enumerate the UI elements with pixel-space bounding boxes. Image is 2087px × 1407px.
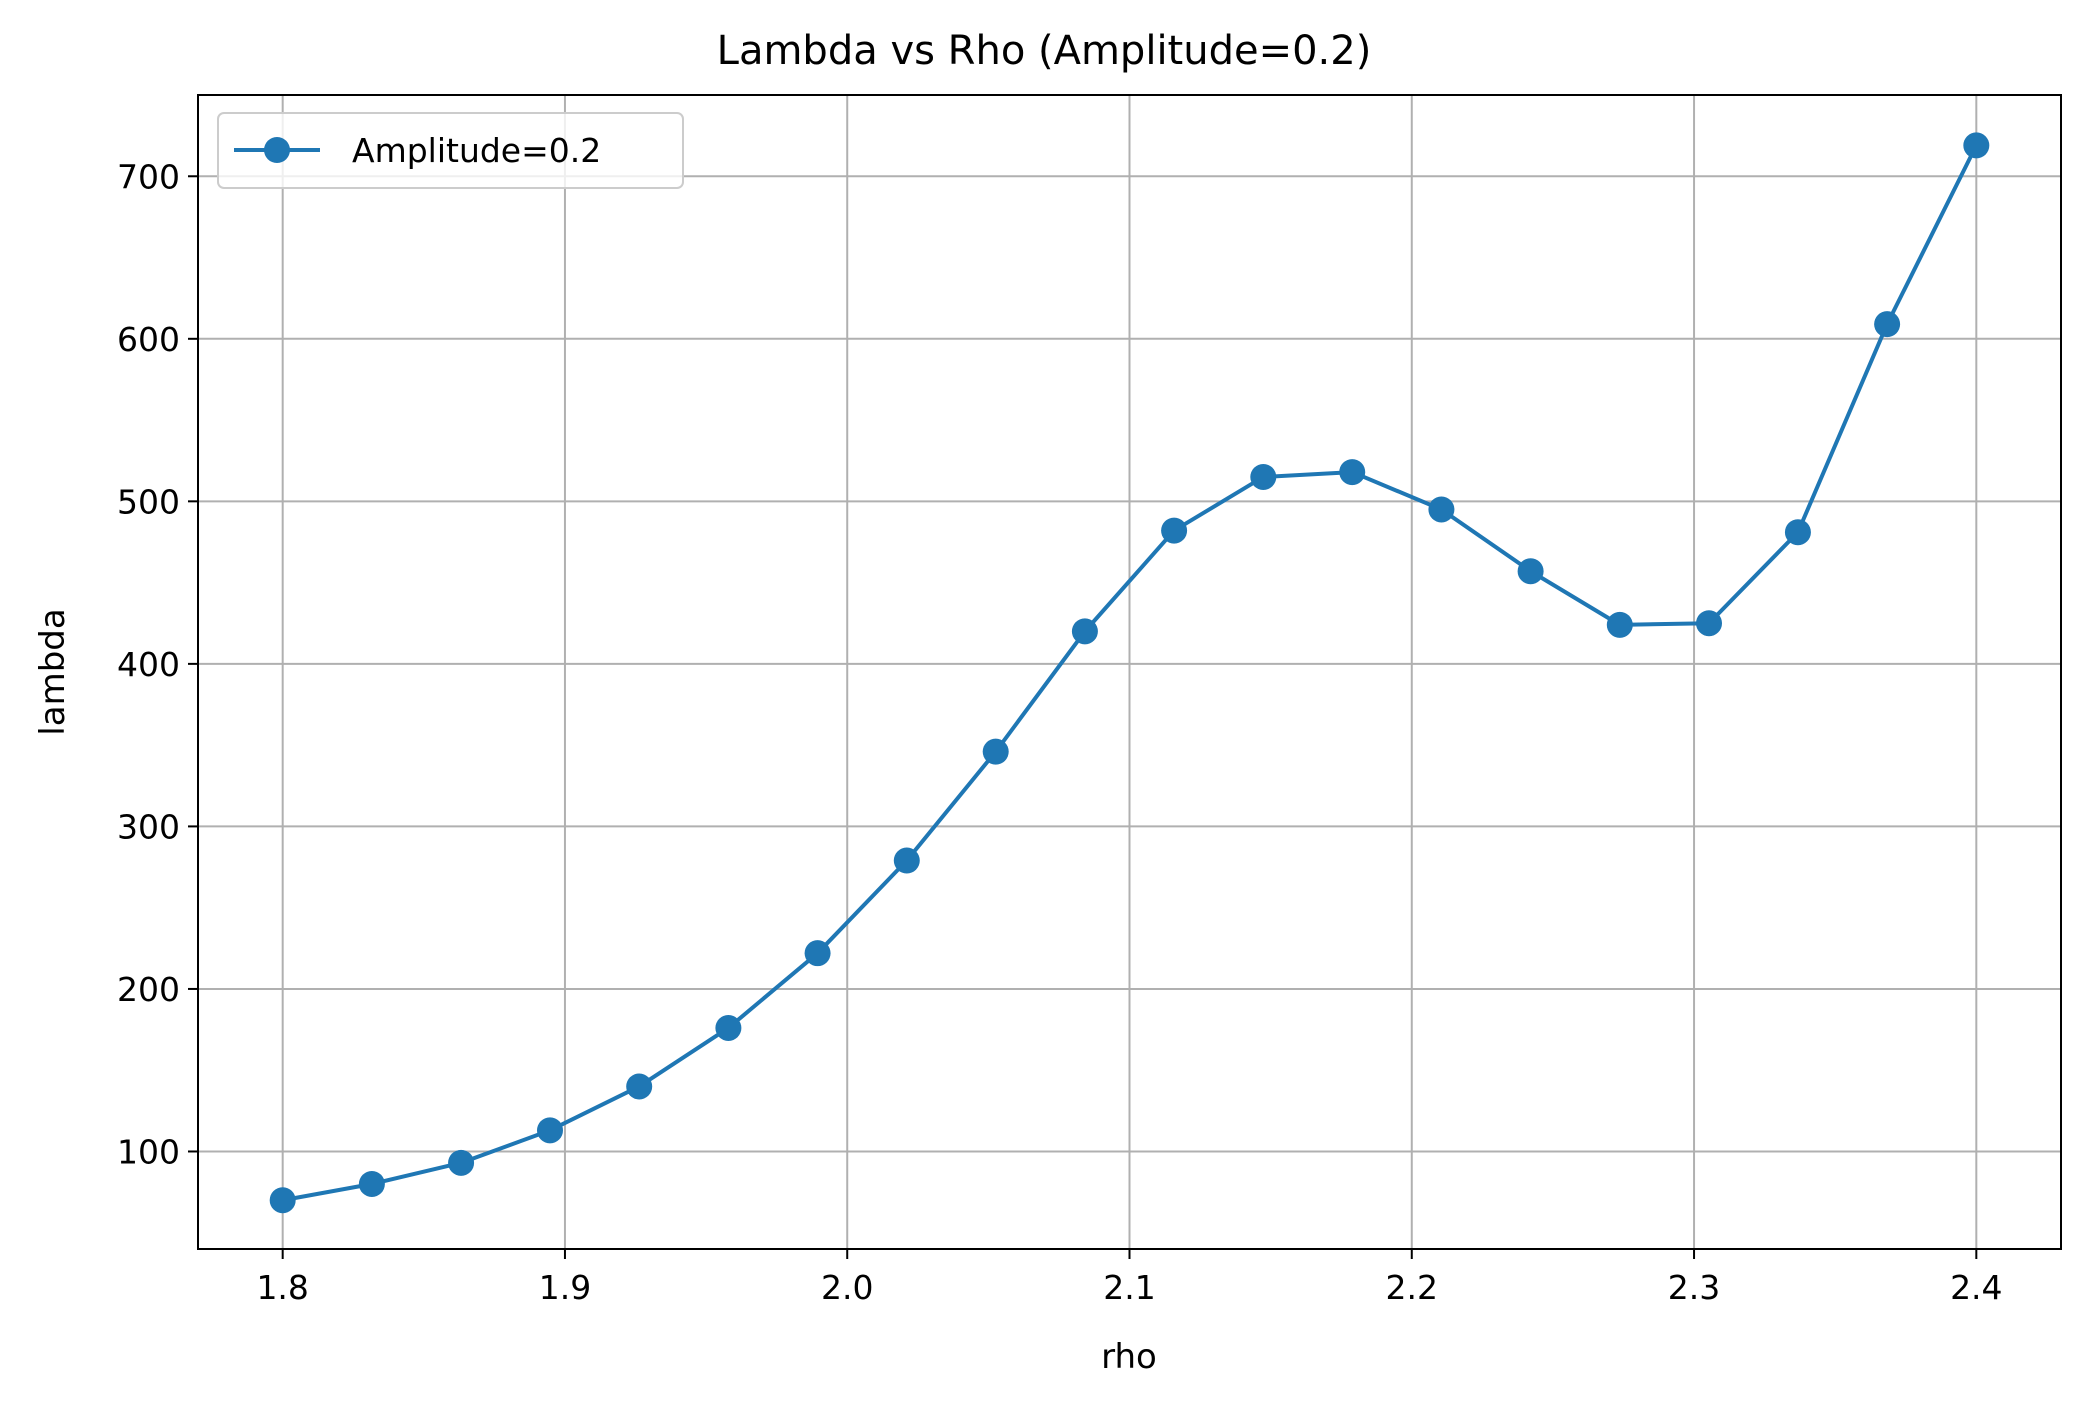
data-point-marker [536, 1117, 563, 1144]
data-point-marker [1696, 610, 1723, 637]
data-point-marker [269, 1187, 296, 1214]
y-tick-label: 700 [117, 157, 180, 196]
legend: Amplitude=0.2 [217, 112, 684, 189]
x-axis-label: rho [1101, 1337, 1157, 1377]
grid-lines [198, 95, 2061, 1249]
x-tick-label: 2.4 [1950, 1268, 2002, 1307]
axis-ticks: 1.8 1.9 2.0 2.1 2.2 2.3 2.4 100 200 300 400 500 600 7… [117, 157, 2003, 1307]
y-tick-label: 300 [117, 807, 180, 846]
data-point-marker [1339, 459, 1366, 486]
x-tick-label: 2.3 [1668, 1268, 1720, 1307]
legend-box [217, 112, 684, 189]
data-point-marker [626, 1073, 653, 1100]
data-series [269, 132, 1990, 1214]
x-tick-label: 1.9 [539, 1268, 591, 1307]
data-point-marker [1784, 519, 1811, 546]
chart-title: Lambda vs Rho (Amplitude=0.2) [717, 28, 1372, 74]
y-tick-label: 200 [117, 970, 180, 1009]
data-point-marker [1517, 558, 1544, 585]
data-point-marker [1071, 618, 1098, 645]
data-point-marker [893, 847, 920, 874]
y-tick-label: 600 [117, 320, 180, 359]
x-tick-label: 2.0 [821, 1268, 873, 1307]
x-tick-label: 2.1 [1103, 1268, 1155, 1307]
x-tick-label: 1.8 [256, 1268, 308, 1307]
data-point-marker [982, 738, 1009, 765]
plot-area-frame [197, 94, 2062, 1250]
y-tick-label: 500 [117, 482, 180, 521]
x-tick-label: 2.2 [1386, 1268, 1438, 1307]
data-point-marker [1874, 311, 1901, 338]
data-point-marker [448, 1149, 475, 1176]
y-tick-label: 100 [117, 1132, 180, 1171]
legend-label: Amplitude=0.2 [352, 131, 601, 170]
y-tick-label: 400 [117, 645, 180, 684]
data-point-marker [715, 1014, 742, 1041]
data-point-marker [804, 940, 831, 967]
data-point-marker [1963, 132, 1990, 159]
series-line [282, 144, 1979, 1203]
data-point-marker [358, 1170, 385, 1197]
data-point-marker [1250, 463, 1277, 490]
data-point-marker [1428, 496, 1455, 523]
data-point-marker [1606, 611, 1633, 638]
y-axis-label: lambda [33, 608, 73, 735]
legend-marker-swatch [264, 137, 290, 163]
data-point-marker [1161, 517, 1188, 544]
